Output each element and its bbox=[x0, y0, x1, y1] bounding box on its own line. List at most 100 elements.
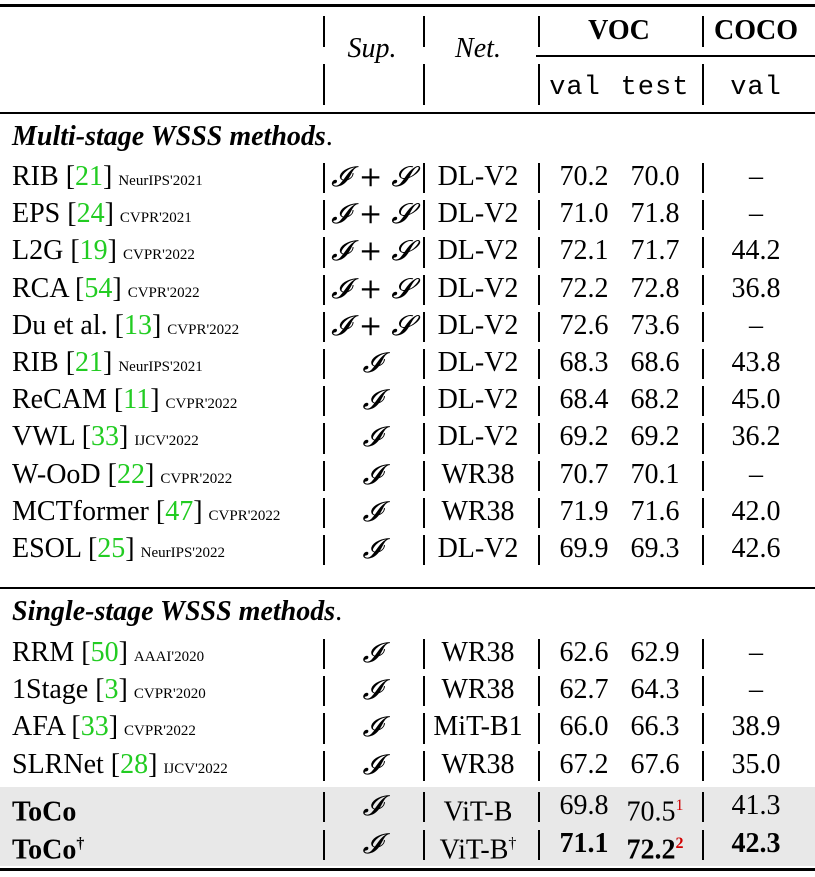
col-sep bbox=[702, 423, 704, 454]
network-cell: DL-V2 bbox=[438, 233, 519, 269]
citation-link[interactable]: 47 bbox=[165, 495, 194, 527]
voc-test-value: 70.5 bbox=[626, 796, 676, 828]
method-dagger: † bbox=[76, 835, 85, 852]
network-name: DL-V2 bbox=[437, 161, 519, 192]
voc-val-cell: 66.0 bbox=[559, 711, 609, 743]
voc-test-cell: 71.8 bbox=[631, 196, 680, 232]
method-name: EPS bbox=[12, 198, 61, 230]
col-sep bbox=[538, 311, 540, 342]
network-cell: ViT-B† bbox=[440, 826, 517, 868]
header-sep bbox=[538, 16, 540, 47]
method-cell: L2G [19] CVPR'2022 bbox=[12, 235, 195, 267]
supervision-cell: 𝓘 + 𝓢 bbox=[331, 271, 413, 305]
voc-val-cell: 70.2 bbox=[559, 161, 609, 192]
header-sep bbox=[423, 16, 425, 47]
voc-test-value: 66.3 bbox=[630, 711, 680, 743]
citation-link[interactable]: 33 bbox=[91, 421, 120, 453]
section-rule bbox=[0, 587, 815, 589]
col-sep bbox=[323, 535, 325, 566]
network-cell: WR38 bbox=[441, 672, 514, 708]
citation-link[interactable]: 50 bbox=[90, 637, 119, 668]
col-sep bbox=[702, 311, 704, 342]
coco-val-cell: 44.2 bbox=[731, 235, 781, 267]
venue-label: CVPR'2022 bbox=[122, 247, 195, 264]
voc-test-value: 71.6 bbox=[630, 495, 680, 527]
voc-test-cell: 71.6 bbox=[631, 494, 680, 530]
venue-label: CVPR'2021 bbox=[119, 210, 192, 227]
network-cell: DL-V2 bbox=[438, 308, 519, 344]
col-sep bbox=[423, 274, 425, 305]
citation-link[interactable]: 19 bbox=[79, 235, 108, 267]
voc-test-cell: 70.51 bbox=[627, 788, 684, 830]
voc-test-value: 68.2 bbox=[630, 384, 680, 416]
col-sep bbox=[702, 200, 704, 231]
coco-val-cell: – bbox=[749, 309, 763, 341]
col-sep bbox=[702, 750, 704, 781]
voc-test-value: 62.9 bbox=[630, 637, 680, 668]
col-sep bbox=[423, 423, 425, 454]
coco-val-cell: 43.8 bbox=[731, 347, 781, 378]
voc-test-value: 69.2 bbox=[630, 421, 680, 453]
voc-span-rule bbox=[536, 55, 815, 57]
method-cell: AFA [33] CVPR'2022 bbox=[12, 711, 196, 743]
col-sep bbox=[702, 460, 704, 491]
method-name: RCA bbox=[12, 272, 69, 304]
method-name: W-OoD bbox=[12, 458, 101, 490]
citation-link[interactable]: 24 bbox=[76, 198, 105, 230]
citation-link[interactable]: 33 bbox=[80, 711, 109, 743]
col-sep bbox=[702, 163, 704, 194]
col-sep bbox=[423, 639, 425, 670]
network-name: WR38 bbox=[441, 748, 515, 780]
header-sep bbox=[702, 16, 704, 47]
citation-link[interactable]: 25 bbox=[97, 533, 126, 564]
ours-highlight bbox=[0, 787, 815, 866]
method-name: ToCo bbox=[12, 796, 77, 828]
network-name: DL-V2 bbox=[437, 272, 519, 304]
coco-val-cell: 38.9 bbox=[731, 711, 781, 743]
citation-link[interactable]: 28 bbox=[120, 748, 149, 780]
network-name: WR38 bbox=[441, 637, 515, 668]
venue-label: CVPR'2022 bbox=[208, 507, 281, 524]
venue-label: CVPR'2022 bbox=[167, 321, 240, 338]
method-cell: ToCo† bbox=[12, 826, 84, 868]
citation-link[interactable]: 21 bbox=[75, 347, 104, 378]
venue-label: CVPR'2020 bbox=[133, 686, 206, 703]
col-sep bbox=[423, 237, 425, 268]
network-name: DL-V2 bbox=[437, 309, 519, 341]
citation-link[interactable]: 13 bbox=[123, 309, 152, 341]
voc-test-cell: 69.3 bbox=[631, 531, 680, 567]
citation-link[interactable]: 11 bbox=[123, 384, 151, 416]
col-sep bbox=[323, 349, 325, 380]
voc-test-value: 71.7 bbox=[630, 235, 680, 267]
network-name: WR38 bbox=[441, 495, 515, 527]
col-sep bbox=[423, 676, 425, 707]
voc-val-cell: 71.1 bbox=[559, 828, 609, 859]
voc-val-cell: 72.6 bbox=[559, 309, 609, 341]
method-name: AFA bbox=[12, 711, 65, 743]
voc-val-cell: 69.8 bbox=[559, 790, 609, 821]
network-cell: WR38 bbox=[441, 747, 514, 783]
voc-test-value: 64.3 bbox=[630, 674, 680, 706]
supervision-cell: 𝓘 bbox=[362, 636, 382, 669]
network-name: WR38 bbox=[441, 458, 515, 490]
network-name: DL-V2 bbox=[437, 235, 519, 267]
col-sep bbox=[702, 497, 704, 528]
supervision-cell: 𝓘 bbox=[362, 494, 382, 528]
supervision-cell: 𝓘 + 𝓢 bbox=[331, 197, 413, 231]
col-sep bbox=[423, 163, 425, 194]
venue-label: CVPR'2022 bbox=[127, 284, 200, 301]
network-cell: DL-V2 bbox=[438, 159, 519, 195]
voc-test-cell: 62.9 bbox=[631, 635, 680, 671]
citation-link[interactable]: 3 bbox=[104, 674, 119, 706]
method-cell: SLRNet [28] IJCV'2022 bbox=[12, 748, 228, 780]
col-sep bbox=[323, 676, 325, 707]
col-sep bbox=[423, 750, 425, 781]
citation-link[interactable]: 22 bbox=[116, 458, 145, 490]
venue-label: IJCV'2022 bbox=[163, 760, 228, 777]
citation-link[interactable]: 21 bbox=[75, 161, 104, 192]
coco-val-cell: 35.0 bbox=[731, 748, 781, 780]
supervision-cell: 𝓘 bbox=[362, 346, 382, 379]
citation-link[interactable]: 54 bbox=[84, 272, 113, 304]
supervision-cell: 𝓘 bbox=[362, 383, 382, 417]
col-sep bbox=[423, 830, 425, 861]
